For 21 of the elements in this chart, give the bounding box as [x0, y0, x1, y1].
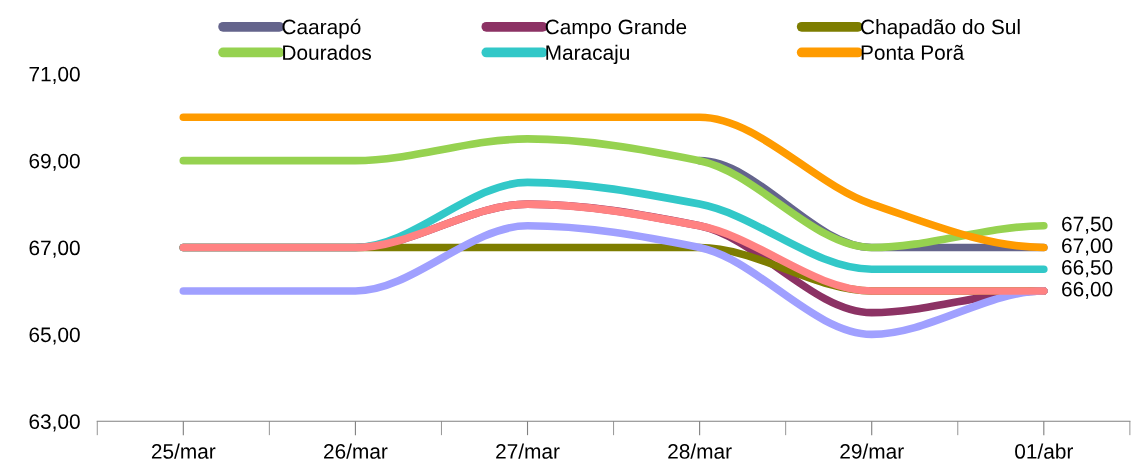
y-tick-label: 69,00: [29, 153, 80, 171]
legend-label: Caarapó: [282, 18, 361, 39]
legend-label: Dourados: [283, 44, 372, 60]
legend-label: Chapadão do Sul: [861, 18, 1020, 39]
x-tick-label: 01/abr: [1015, 443, 1074, 459]
legend-label: Ponta Porã: [861, 44, 965, 60]
legend-label: Campo Grande: [545, 18, 687, 39]
y-tick-label: 71,00: [29, 66, 80, 84]
x-tick-label: 26/mar: [324, 443, 388, 459]
y-tick-label: 63,00: [29, 414, 80, 432]
data-label: 66,00: [1062, 281, 1113, 300]
x-tick-label: 28/mar: [668, 443, 732, 459]
data-label: 66,50: [1062, 260, 1113, 278]
data-label: 67,00: [1062, 238, 1113, 256]
x-tick-label: 25/mar: [151, 443, 216, 459]
x-tick-label: 29/mar: [840, 443, 904, 459]
x-tick-label: 27/mar: [496, 443, 560, 459]
y-tick-label: 65,00: [29, 327, 80, 345]
y-tick-label: 67,00: [29, 240, 80, 258]
legend-label: Maracaju: [546, 44, 629, 65]
data-label: 67,50: [1062, 216, 1113, 234]
